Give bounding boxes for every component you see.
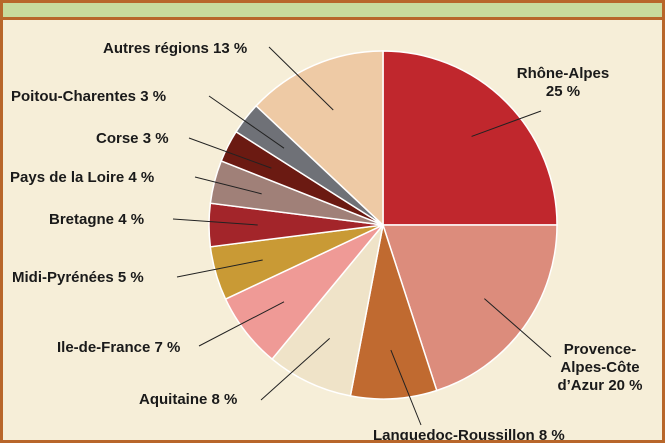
value-label: 20 % (608, 377, 643, 394)
leader-line (188, 137, 272, 169)
category-label: Poitou-Charentes (11, 88, 137, 105)
leader-line (172, 218, 258, 226)
category-label: Ile-de-France (57, 339, 151, 356)
value-label: 5 % (117, 269, 144, 286)
slice-label: Aquitaine 8 % (139, 391, 237, 409)
value-label: 3 % (142, 130, 169, 147)
leader-line (268, 46, 334, 111)
category-label: Rhône-Alpes (516, 65, 610, 82)
value-label: 13 % (213, 40, 248, 57)
slice-label: Languedoc-Roussillon 8 % (373, 427, 565, 443)
pie-slice (255, 50, 384, 227)
pie-slice (382, 50, 558, 226)
slice-label: Ile-de-France 7 % (57, 339, 180, 357)
slice-label: Corse 3 % (96, 130, 169, 148)
category-label: Pays de la Loire (10, 169, 125, 186)
slice-label: Rhône-Alpes 25 % (508, 65, 618, 101)
value-label: 4 % (128, 169, 155, 186)
category-label: Provence-Alpes-Côte d’Azur (557, 341, 640, 394)
pie-slice (381, 224, 558, 392)
category-label: Corse (96, 130, 139, 147)
value-label: 25 % (545, 83, 581, 100)
category-label: Bretagne (49, 211, 115, 228)
slice-label: Autres régions 13 % (103, 40, 247, 58)
slice-label: Poitou-Charentes 3 % (11, 88, 166, 106)
slice-label: Provence-Alpes-Côte d’Azur 20 % (545, 341, 655, 395)
value-label: 8 % (538, 427, 565, 443)
leader-line (208, 95, 285, 149)
leader-line (484, 298, 552, 358)
leader-line (390, 349, 422, 426)
leader-line (260, 337, 330, 401)
leader-line (194, 176, 262, 195)
slice-label: Bretagne 4 % (49, 211, 144, 229)
category-label: Languedoc-Roussillon (373, 427, 535, 443)
leader-line (471, 110, 542, 137)
slice-label: Midi-Pyrénées 5 % (12, 269, 144, 287)
category-label: Aquitaine (139, 391, 208, 408)
value-label: 7 % (154, 339, 181, 356)
slice-label: Pays de la Loire 4 % (10, 169, 154, 187)
leader-line (176, 259, 263, 278)
title-bar (3, 3, 662, 20)
value-label: 8 % (211, 391, 238, 408)
chart (172, 46, 558, 426)
value-label: 4 % (118, 211, 145, 228)
leader-line (198, 301, 285, 347)
category-label: Autres régions (103, 40, 209, 57)
value-label: 3 % (140, 88, 167, 105)
category-label: Midi-Pyrénées (12, 269, 114, 286)
